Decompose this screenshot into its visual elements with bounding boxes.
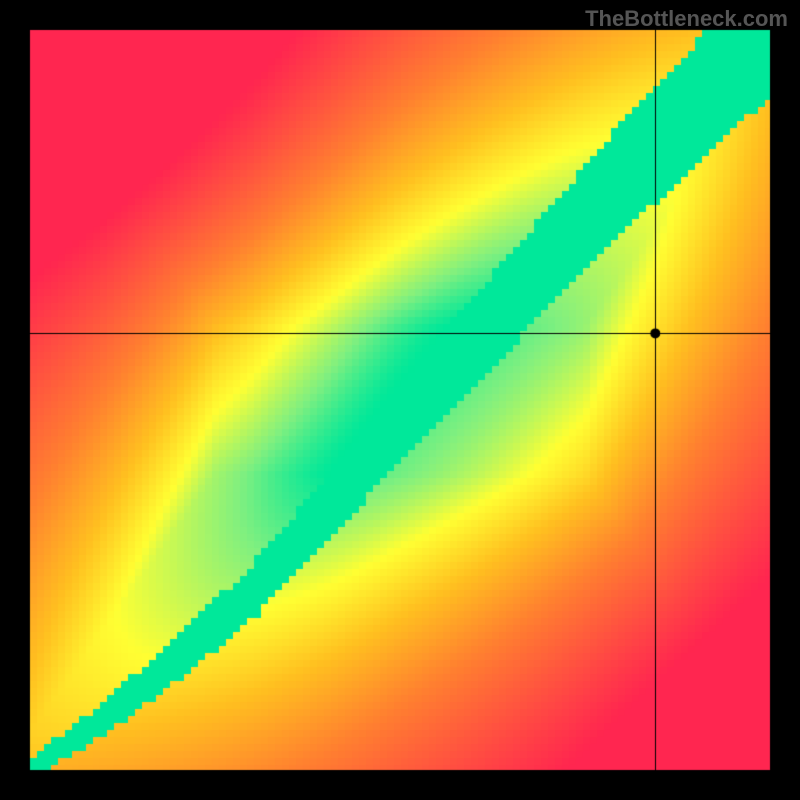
bottleneck-chart-container: { "watermark": "TheBottleneck.com", "cha…: [0, 0, 800, 800]
bottleneck-heatmap-canvas: [0, 0, 800, 800]
watermark-text: TheBottleneck.com: [585, 6, 788, 32]
